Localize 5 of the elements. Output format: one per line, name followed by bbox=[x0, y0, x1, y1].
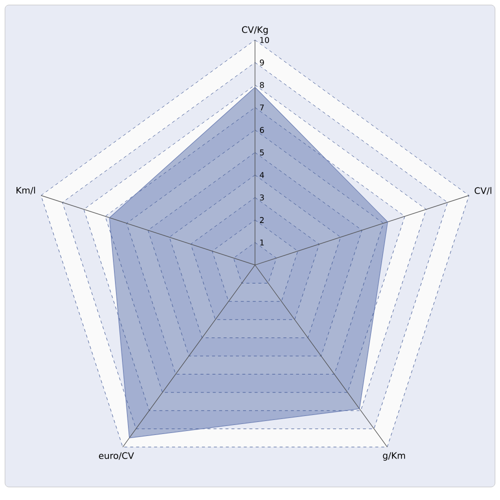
spoke-label: CV/l bbox=[474, 187, 492, 195]
spoke-label: Km/l bbox=[16, 186, 35, 194]
spoke-label: g/Km bbox=[382, 452, 405, 461]
spoke-label: CV/Kg bbox=[242, 26, 268, 35]
spoke-label: euro/CV bbox=[98, 452, 134, 460]
